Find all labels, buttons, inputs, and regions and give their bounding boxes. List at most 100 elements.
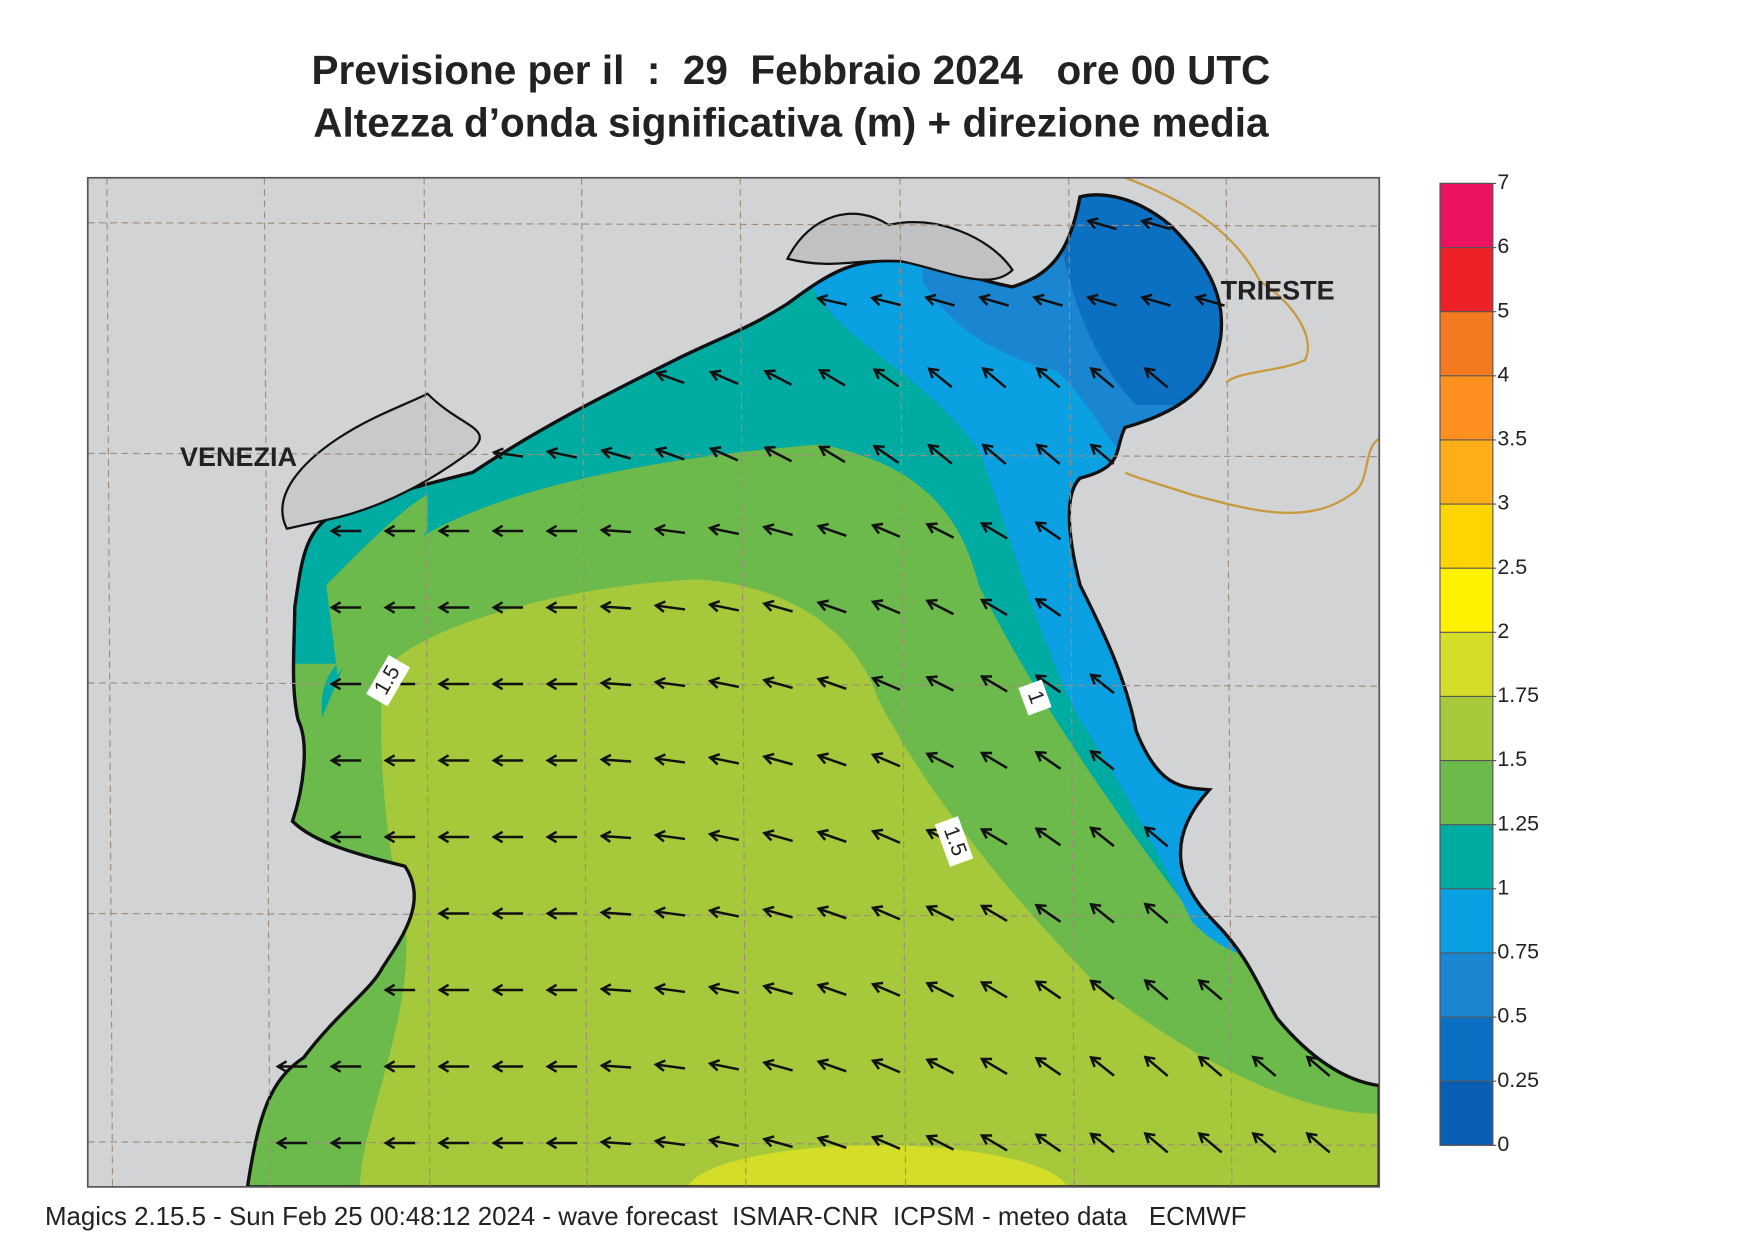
arrow <box>653 1059 686 1072</box>
arrow <box>491 524 524 538</box>
legend-band <box>1440 375 1493 440</box>
arrow <box>872 444 900 464</box>
legend-label: 0.5 <box>1497 1004 1527 1028</box>
arrow <box>1035 443 1061 465</box>
arrow <box>762 829 793 843</box>
arrow <box>762 752 793 766</box>
legend: 0 0.25 0.5 0.75 1 1.25 1.5 1.75 2 2.5 3 3.5 4 5 6 7 <box>1439 170 1539 1156</box>
arrow <box>1034 597 1062 617</box>
arrow <box>1143 367 1169 389</box>
grid-line <box>87 682 1380 687</box>
arrow <box>924 293 955 307</box>
arrow <box>491 907 524 920</box>
arrow <box>925 1057 955 1075</box>
arrow <box>816 599 847 614</box>
arrow <box>707 600 740 613</box>
arrow <box>1089 979 1115 1001</box>
arrow <box>762 676 793 690</box>
arrow <box>762 523 793 537</box>
arrow <box>275 1136 308 1150</box>
arrow <box>545 601 578 614</box>
arrow <box>437 1136 470 1150</box>
legend-band <box>1440 696 1493 761</box>
arrow <box>545 983 578 997</box>
legend-band <box>1440 183 1493 248</box>
arrow <box>978 293 1009 307</box>
label-box <box>934 816 974 867</box>
arrow <box>383 830 416 844</box>
arrow <box>927 443 953 465</box>
arrow <box>1034 903 1062 923</box>
arrow <box>816 675 847 690</box>
arrow <box>707 753 740 766</box>
arrow <box>707 1059 740 1072</box>
arrow <box>925 598 955 616</box>
arrow <box>329 754 362 767</box>
arrow <box>437 677 470 691</box>
arrow <box>599 983 632 996</box>
arrow <box>870 522 901 538</box>
arrow <box>599 600 632 614</box>
legend-label: 2 <box>1497 619 1509 643</box>
place-label: VENEZIA <box>180 442 297 472</box>
subtitle: Altezza d’onda significativa (m) + direz… <box>313 100 1269 146</box>
arrow <box>763 369 793 386</box>
legend-band <box>1440 439 1493 504</box>
zone-175 <box>686 1145 1069 1187</box>
arrow <box>437 907 470 920</box>
arrow <box>707 1135 740 1148</box>
arrow <box>979 751 1008 770</box>
arrow <box>870 1058 901 1074</box>
legend-label: 3 <box>1497 491 1509 515</box>
arrow <box>707 906 740 919</box>
arrow <box>599 677 632 690</box>
title: Previsione per il : 29 Febbraio 2024 ore… <box>311 47 1270 93</box>
arrow <box>1086 217 1117 231</box>
legend-label: 0 <box>1497 1132 1509 1156</box>
lagoon <box>281 392 481 531</box>
arrow <box>1251 1055 1277 1077</box>
arrow <box>870 675 901 691</box>
legend-label: 1 <box>1497 875 1509 899</box>
arrow <box>925 522 955 539</box>
arrow <box>1086 293 1117 307</box>
arrow <box>1143 1132 1169 1154</box>
grid-line <box>87 222 1380 227</box>
arrow <box>1035 367 1061 389</box>
arrow <box>925 751 955 769</box>
arrow <box>1197 1132 1223 1154</box>
arrow <box>1140 217 1171 231</box>
arrow <box>491 1136 524 1150</box>
arrow <box>816 1134 847 1149</box>
arrow <box>599 753 632 767</box>
arrow <box>383 754 416 767</box>
arrow <box>816 905 847 920</box>
arrow <box>653 753 686 766</box>
arrow <box>927 367 953 389</box>
arrow <box>383 524 416 538</box>
place-label: TRIESTE <box>1221 276 1335 306</box>
arrow <box>1089 673 1115 695</box>
arrow <box>816 828 847 843</box>
arrow <box>708 369 739 385</box>
arrow <box>762 1058 793 1072</box>
arrow <box>545 446 578 460</box>
arrow <box>707 982 740 995</box>
arrow <box>491 677 524 691</box>
arrow <box>599 524 632 537</box>
legend-band <box>1440 888 1493 953</box>
arrow <box>545 1136 578 1150</box>
legend-label: 3.5 <box>1497 427 1527 451</box>
arrow <box>816 752 847 767</box>
arrow <box>925 904 955 922</box>
arrow <box>653 829 686 843</box>
arrow <box>329 1136 362 1150</box>
arrow <box>1143 979 1169 1001</box>
arrow <box>763 445 793 463</box>
arrow <box>979 598 1008 617</box>
arrow <box>979 828 1008 846</box>
arrow <box>707 676 740 689</box>
arrow <box>545 754 578 767</box>
arrow <box>925 1134 955 1151</box>
